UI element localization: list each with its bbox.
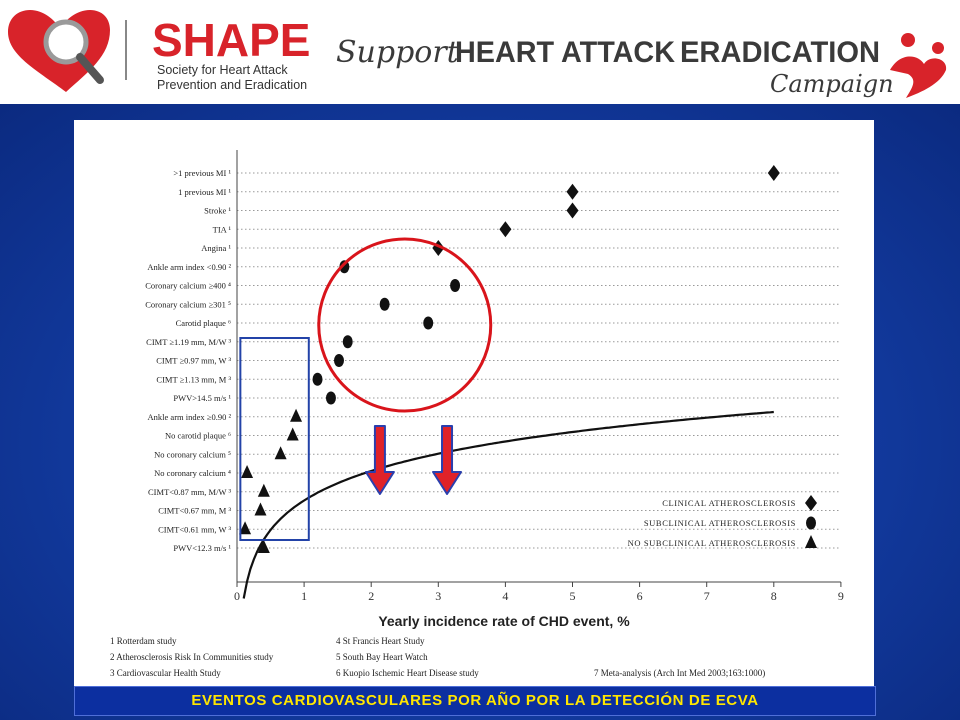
data-point-triangle	[257, 540, 270, 553]
y-category-label: Coronary calcium ≥301 ⁵	[145, 299, 231, 309]
y-category-label: CIMT<0.67 mm, M ³	[158, 506, 231, 516]
campaign-script-support: Support	[336, 35, 460, 70]
data-point-triangle	[290, 408, 303, 422]
data-point-circle	[342, 335, 353, 349]
legend-marker-circle	[806, 516, 816, 530]
data-point-triangle	[286, 427, 299, 441]
footnote: 2 Atherosclerosis Risk In Communities st…	[110, 652, 274, 662]
annotation-layer	[239, 237, 493, 541]
y-category-label: >1 previous MI ¹	[173, 168, 231, 178]
data-point-circle	[333, 354, 344, 367]
y-category-label: CIMT<0.87 mm, M/W ³	[148, 487, 231, 497]
footnote: 3 Cardiovascular Health Study	[110, 668, 221, 678]
trend-curve	[242, 410, 774, 599]
chart-svg: 0 1 2 3 4 5 6 7 8 9 >1 previous MI ¹ 1 previous MI…	[110, 150, 844, 678]
y-category-label: Ankle arm index ≥0.90 ²	[148, 412, 232, 422]
axis-layer: 0 1 2 3 4 5 6 7 8 9	[234, 150, 844, 603]
x-tick-label: 0	[234, 589, 240, 603]
data-point-triangle	[254, 502, 267, 516]
x-tick-label: 7	[704, 589, 710, 603]
data-point-triangle	[241, 465, 254, 478]
x-tick-label: 9	[838, 589, 844, 603]
legend-marker-diamond	[805, 495, 817, 511]
legend-label: SUBCLINICAL ATHEROSCLEROSIS	[644, 518, 796, 528]
y-category-label: CIMT ≥1.13 mm, M ³	[156, 374, 231, 384]
data-point-circle	[325, 391, 336, 405]
footnote: 7 Meta-analysis (Arch Int Med 2003;163:1…	[594, 668, 765, 678]
y-category-label: PWV>14.5 m/s ¹	[173, 393, 231, 403]
x-tick-label: 4	[502, 589, 508, 603]
legend-marker-triangle	[805, 535, 817, 548]
people-heart-icon	[890, 33, 947, 98]
org-subtitle-line-2: Prevention and Eradication	[157, 78, 307, 92]
caption-bar: EVENTOS CARDIOVASCULARES POR AÑO POR LA …	[74, 686, 876, 716]
data-point-triangle	[274, 446, 287, 460]
x-tick-label: 6	[637, 589, 643, 603]
campaign-heart-attack: HEART ATTACK	[455, 36, 675, 69]
y-category-label: CIMT ≥0.97 mm, W ³	[156, 356, 231, 366]
data-point-circle	[379, 297, 390, 311]
down-arrow-icon	[364, 425, 395, 495]
highlight-box	[239, 337, 310, 541]
legend-label: NO SUBCLINICAL ATHEROSCLEROSIS	[628, 538, 796, 548]
x-tick-label: 3	[435, 589, 441, 603]
footnote: 4 St Francis Heart Study	[336, 636, 425, 646]
data-point-circle	[450, 279, 461, 292]
x-tick-label: 8	[771, 589, 777, 603]
data-point-diamond	[566, 183, 579, 200]
x-tick-label: 5	[570, 589, 576, 603]
y-category-label: CIMT<0.61 mm, W ³	[158, 524, 231, 534]
x-tick-label: 2	[368, 589, 374, 603]
grid-layer	[237, 172, 841, 549]
data-point-triangle	[239, 521, 252, 535]
data-point-triangle	[257, 483, 270, 497]
campaign-script-campaign: Campaign	[770, 70, 894, 98]
footnote: 5 South Bay Heart Watch	[336, 652, 428, 662]
data-point-circle	[339, 260, 350, 274]
x-tick-label: 1	[301, 589, 307, 603]
y-category-label: Stroke ¹	[204, 206, 231, 216]
y-category-label: CIMT ≥1.19 mm, M/W ³	[146, 337, 231, 347]
down-arrow-icon	[432, 425, 463, 495]
legend-label: CLINICAL ATHEROSCLEROSIS	[662, 498, 796, 508]
footnote: 1 Rotterdam study	[110, 636, 177, 646]
y-category-label: PWV<12.3 m/s ¹	[173, 543, 231, 553]
trend-layer	[242, 410, 774, 599]
data-points	[239, 165, 780, 553]
y-category-label: No coronary calcium ⁵	[154, 449, 231, 459]
data-point-diamond	[499, 221, 512, 238]
y-category-label: Ankle arm index <0.90 ²	[147, 262, 231, 272]
x-axis-title: Yearly incidence rate of CHD event, %	[378, 613, 630, 629]
campaign-eradication: ERADICATION	[680, 36, 880, 69]
y-category-label: 1 previous MI ¹	[178, 187, 231, 197]
data-point-diamond	[566, 202, 579, 219]
org-name: SHAPE	[152, 14, 310, 66]
data-point-diamond	[767, 165, 780, 181]
y-category-label: No carotid plaque ⁶	[165, 431, 231, 441]
footnote: 6 Kuopio Ischemic Heart Disease study	[336, 668, 479, 678]
y-category-label: Carotid plaque ⁶	[176, 318, 231, 328]
data-point-circle	[312, 372, 323, 386]
data-point-circle	[423, 316, 434, 330]
org-subtitle-line-1: Society for Heart Attack	[157, 63, 288, 77]
caption-text: EVENTOS CARDIOVASCULARES POR AÑO POR LA …	[191, 692, 759, 709]
y-category-label: Coronary calcium ≥400 ⁴	[145, 281, 231, 291]
highlight-circle	[317, 237, 493, 413]
chart-panel: 0 1 2 3 4 5 6 7 8 9 >1 previous MI ¹ 1 previous MI…	[74, 120, 874, 686]
y-category-label: TIA ¹	[213, 224, 232, 234]
y-category-label: No coronary calcium ⁴	[154, 468, 231, 478]
y-category-labels: >1 previous MI ¹ 1 previous MI ¹ Stroke ¹ T…	[145, 168, 231, 553]
legend: CLINICAL ATHEROSCLEROSIS SUBCLINICAL ATHE…	[628, 495, 817, 548]
y-category-label: Angina ¹	[201, 243, 231, 253]
header-banner: SHAPE Society for Heart Attack Preventio…	[0, 0, 960, 104]
heart-magnifier-icon	[8, 10, 110, 92]
footnotes: 1 Rotterdam study 2 Atherosclerosis Risk …	[110, 636, 765, 678]
header-graphic: SHAPE Society for Heart Attack Preventio…	[8, 10, 947, 98]
